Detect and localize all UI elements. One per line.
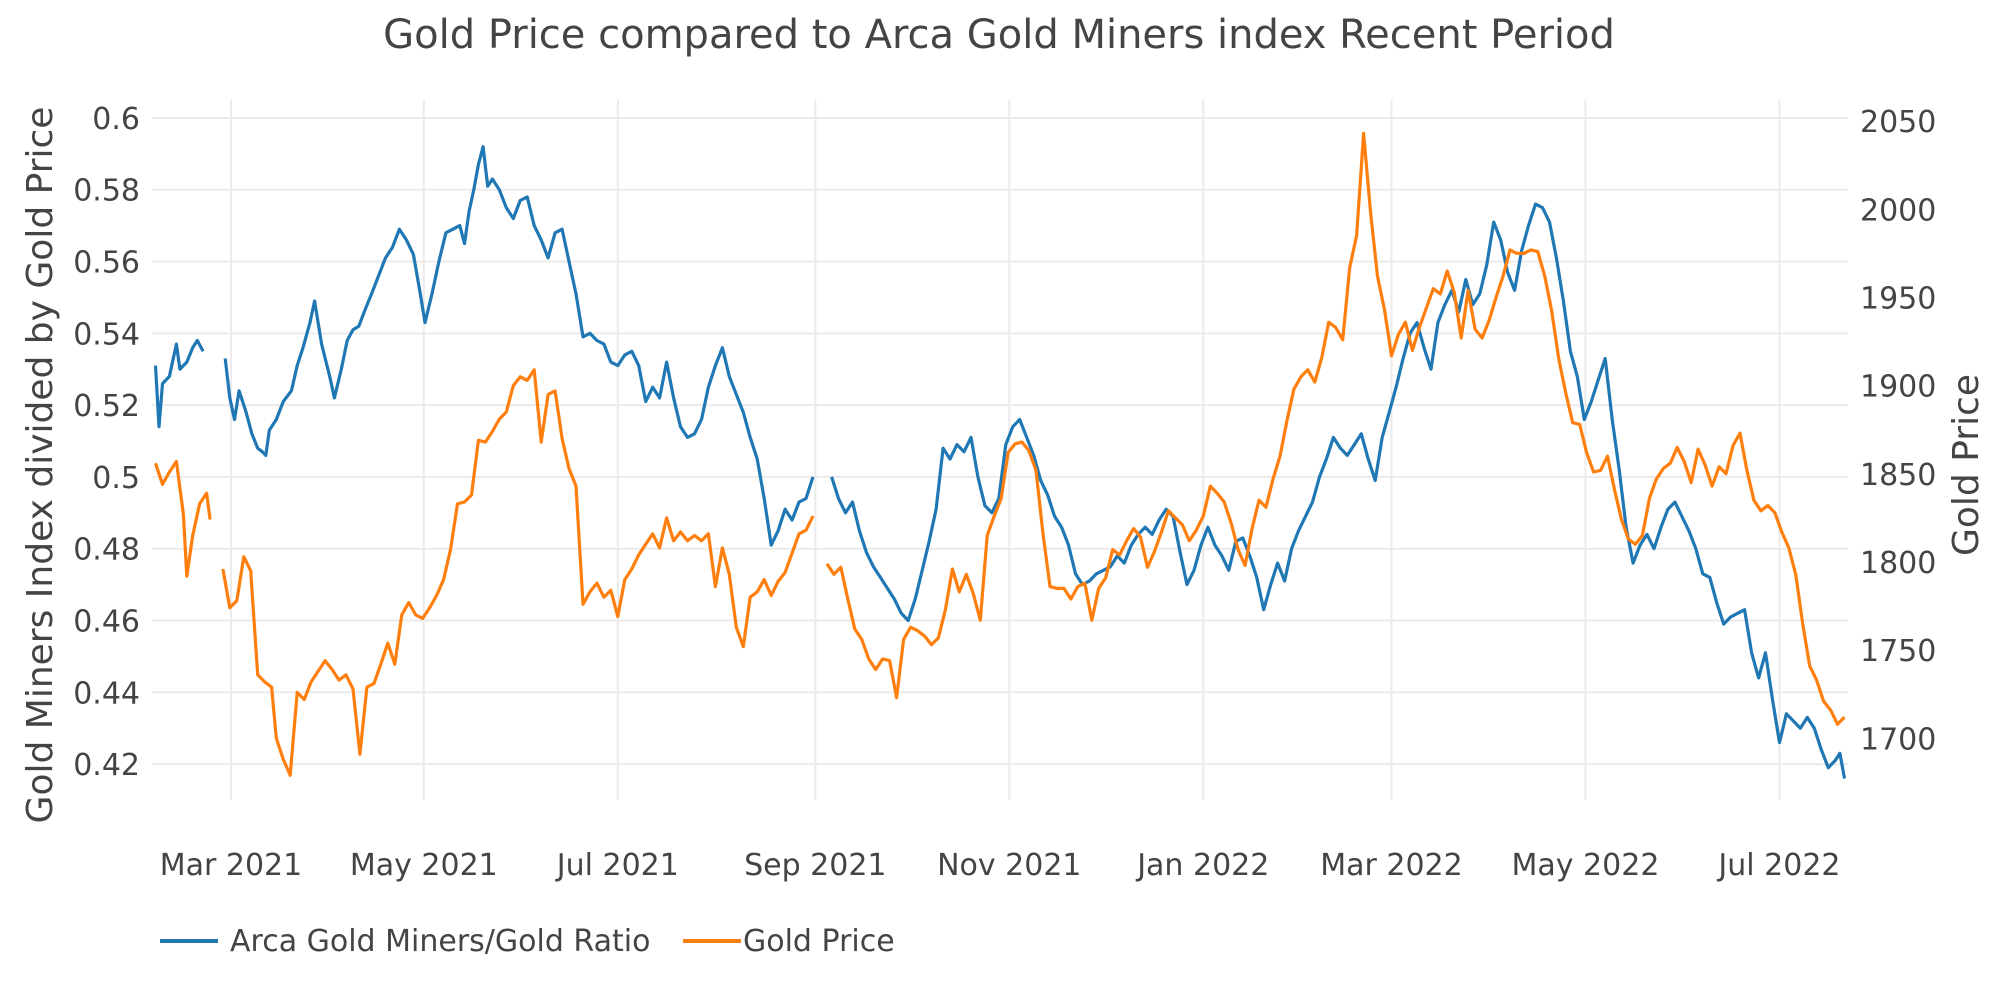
legend-label-ratio: Arca Gold Miners/Gold Ratio	[230, 924, 650, 959]
grid	[152, 100, 1848, 800]
y-left-tick-label: 0.44	[73, 676, 140, 711]
y-left-tick-label: 0.5	[92, 461, 140, 496]
x-tick-label: Jul 2021	[555, 848, 679, 883]
y-left-tick-label: 0.58	[73, 174, 140, 209]
x-tick-label: Nov 2021	[937, 848, 1081, 883]
x-tick-label: Sep 2021	[744, 848, 886, 883]
x-tick-label: Jul 2022	[1716, 848, 1840, 883]
y-left-tick-label: 0.46	[73, 605, 140, 640]
y-left-tick-label: 0.48	[73, 533, 140, 568]
legend-item-ratio[interactable]: Arca Gold Miners/Gold Ratio	[160, 924, 650, 959]
y-right-tick-label: 1850	[1860, 458, 1936, 493]
x-tick-label: Jan 2022	[1135, 848, 1269, 883]
x-tick-label: May 2021	[350, 848, 498, 883]
x-tick-label: Mar 2021	[160, 848, 303, 883]
legend-label-gold: Gold Price	[743, 924, 895, 959]
chart-title: Gold Price compared to Arca Gold Miners …	[383, 12, 1615, 58]
y-right-tick-label: 1900	[1860, 370, 1936, 405]
y-right-tick-label: 1700	[1860, 722, 1936, 757]
x-tick-label: Mar 2022	[1320, 848, 1463, 883]
y-left-tick-label: 0.42	[73, 748, 140, 783]
series-line-gold-price	[153, 131, 1846, 777]
y-axis-left-title: Gold Miners Index divided by Gold Price	[20, 107, 61, 824]
x-tick-label: May 2022	[1512, 848, 1660, 883]
y-left-tick-label: 0.52	[73, 389, 140, 424]
y-axis-right-title: Gold Price	[1946, 374, 1987, 556]
y-right-tick-label: 2050	[1860, 105, 1936, 140]
y-right-tick-label: 2000	[1860, 193, 1936, 228]
axis-ticks: Mar 2021 May 2021 Jul 2021 Sep 2021 Nov 2021…	[73, 102, 1936, 883]
y-right-tick-label: 1950	[1860, 281, 1936, 316]
y-right-tick-label: 1750	[1860, 634, 1936, 669]
series-line-ratio	[153, 145, 1847, 779]
y-left-tick-label: 0.54	[73, 317, 140, 352]
plot-area	[153, 131, 1847, 779]
y-left-tick-label: 0.56	[73, 246, 140, 281]
legend[interactable]: Arca Gold Miners/Gold Ratio Gold Price	[160, 924, 895, 959]
legend-item-gold[interactable]: Gold Price	[683, 924, 895, 959]
y-right-tick-label: 1800	[1860, 546, 1936, 581]
y-left-tick-label: 0.6	[92, 102, 140, 137]
